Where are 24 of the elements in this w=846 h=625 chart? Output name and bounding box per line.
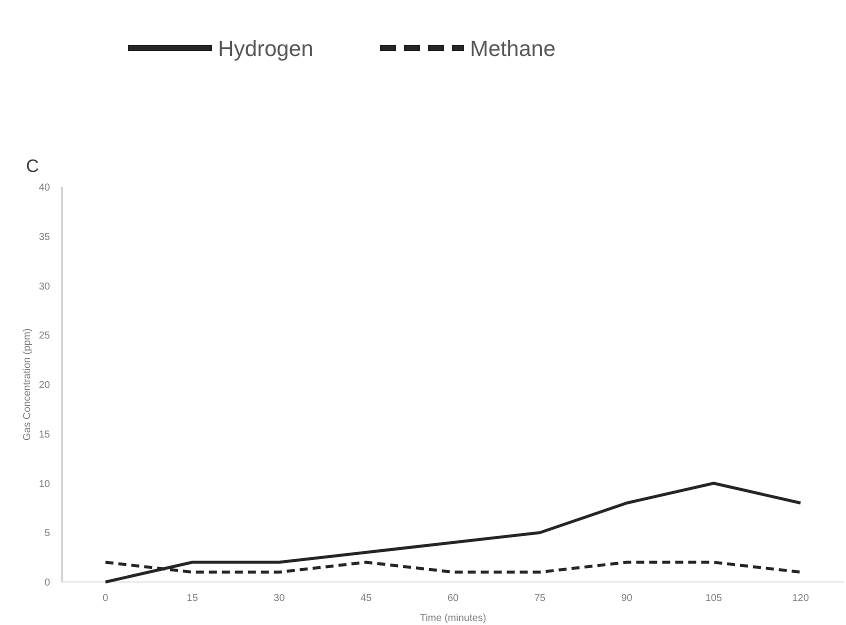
y-tick-label: 5 <box>44 528 50 540</box>
x-axis-title: Time (minutes) <box>420 613 486 624</box>
y-tick-label: 40 <box>38 182 50 194</box>
y-tick-label: 30 <box>38 281 50 292</box>
x-tick-label: 30 <box>274 593 286 604</box>
x-tick-label: 75 <box>534 593 546 604</box>
x-tick-label: 120 <box>792 593 810 604</box>
legend-label: Methane <box>470 36 556 61</box>
x-tick-label: 0 <box>102 593 109 604</box>
y-tick-label: 25 <box>38 330 50 342</box>
chart-title: C <box>26 156 39 176</box>
y-tick-label: 0 <box>44 578 50 588</box>
x-tick-label: 60 <box>447 593 459 604</box>
x-tick-label: 90 <box>621 593 633 604</box>
x-tick-label: 15 <box>186 593 198 604</box>
x-tick-label: 105 <box>705 593 722 604</box>
y-tick-label: 35 <box>38 232 50 243</box>
x-tick-label: 45 <box>360 593 372 604</box>
y-tick-label: 20 <box>38 380 50 391</box>
legend-label: Hydrogen <box>218 36 314 61</box>
y-axis-title: Gas Concentration (ppm) <box>22 328 33 441</box>
y-tick-label: 10 <box>38 478 50 490</box>
y-tick-label: 15 <box>38 429 50 440</box>
line-series <box>104 482 802 584</box>
